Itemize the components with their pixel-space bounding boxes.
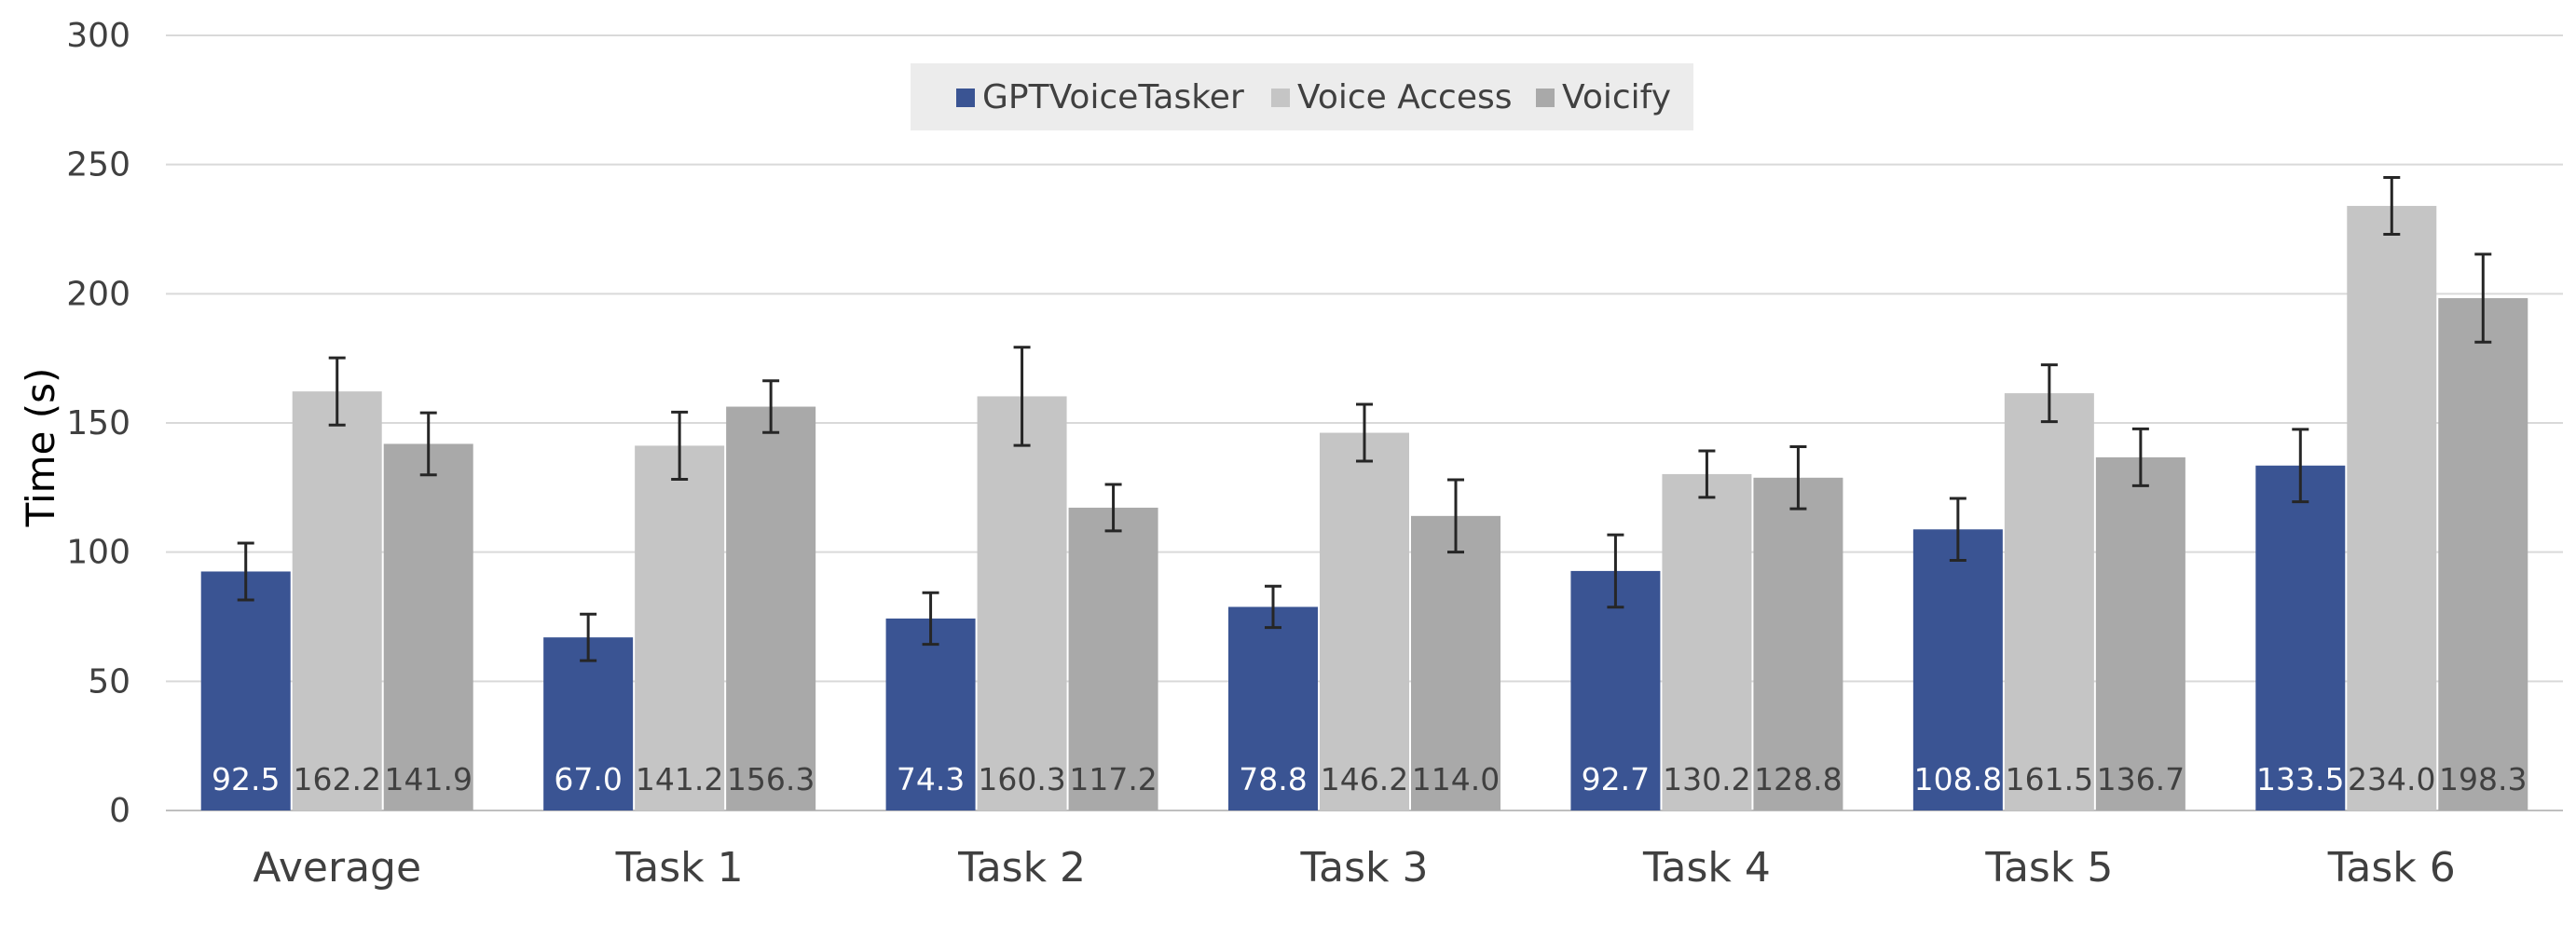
data-label: 136.7 <box>2097 761 2185 797</box>
legend: GPTVoiceTasker Voice Access Voicify <box>911 63 1693 130</box>
data-label: 160.3 <box>978 761 1065 797</box>
y-tick-label: 200 <box>66 275 130 313</box>
y-tick-label: 250 <box>66 146 130 184</box>
x-tick-label: Average <box>253 844 421 892</box>
legend-label: GPTVoiceTasker <box>982 78 1244 116</box>
bar <box>383 443 473 810</box>
data-label: 156.3 <box>727 761 815 797</box>
bar <box>1068 507 1158 810</box>
y-axis-title: Time (s) <box>18 368 63 528</box>
error-bars <box>237 176 2492 662</box>
data-label: 114.0 <box>1412 761 1500 797</box>
bar <box>2347 206 2437 811</box>
bar <box>726 406 816 810</box>
y-tick-label: 100 <box>66 534 130 572</box>
bar <box>543 637 634 810</box>
bar <box>2255 465 2346 810</box>
x-tick-label: Task 2 <box>957 844 1086 892</box>
data-label: 130.2 <box>1663 761 1750 797</box>
data-label: 128.8 <box>1754 761 1842 797</box>
data-label: 162.2 <box>293 761 380 797</box>
bar <box>292 391 382 810</box>
legend-swatch <box>956 89 975 107</box>
data-label: 92.7 <box>1582 761 1650 797</box>
y-tick-label: 300 <box>66 17 130 55</box>
data-label: 141.9 <box>384 761 472 797</box>
x-tick-label: Task 4 <box>1642 844 1771 892</box>
legend-label: Voice Access <box>1297 78 1512 116</box>
bar <box>1411 515 1500 810</box>
bar <box>1570 570 1661 810</box>
data-label: 78.8 <box>1239 761 1307 797</box>
bar <box>2095 456 2185 810</box>
y-tick-label: 150 <box>66 404 130 443</box>
data-label: 141.2 <box>636 761 723 797</box>
legend-label: Voicify <box>1562 78 1671 116</box>
bar <box>1753 477 1843 810</box>
bar <box>1662 473 1752 810</box>
bar <box>1228 606 1318 810</box>
bar <box>1912 529 2003 810</box>
data-label: 74.3 <box>897 761 965 797</box>
legend-swatch <box>1536 89 1555 107</box>
data-label: 92.5 <box>212 761 280 797</box>
bar <box>200 571 291 810</box>
data-label: 67.0 <box>554 761 622 797</box>
bar <box>1320 432 1409 810</box>
x-tick-label: Task 5 <box>1984 844 2113 892</box>
bar <box>635 445 725 810</box>
bar <box>2438 298 2528 811</box>
x-axis-labels: Average Task 1 Task 2 Task 3 Task 4 Task 5 Tas… <box>253 844 2455 892</box>
y-tick-label: 50 <box>88 662 130 701</box>
data-label: 198.3 <box>2439 761 2527 797</box>
data-label: 108.8 <box>1914 761 2002 797</box>
bar <box>977 396 1067 810</box>
data-label: 161.5 <box>2006 761 2093 797</box>
bars <box>200 206 2528 811</box>
data-label: 146.2 <box>1321 761 1408 797</box>
legend-box <box>911 63 1693 130</box>
data-label: 117.2 <box>1069 761 1157 797</box>
y-tick-label: 0 <box>109 792 130 830</box>
legend-swatch <box>1271 89 1290 107</box>
x-tick-label: Task 1 <box>615 844 744 892</box>
bar <box>2004 393 2094 810</box>
y-axis-ticks: 0 50 100 150 200 250 300 <box>66 17 130 830</box>
data-label: 234.0 <box>2348 761 2435 797</box>
bar <box>885 618 976 810</box>
x-tick-label: Task 3 <box>1300 844 1429 892</box>
data-label: 133.5 <box>2256 761 2344 797</box>
data-labels: 92.5 162.2 141.9 67.0 141.2 156.3 74.3 160.3 117… <box>212 761 2528 797</box>
x-tick-label: Task 6 <box>2327 844 2456 892</box>
